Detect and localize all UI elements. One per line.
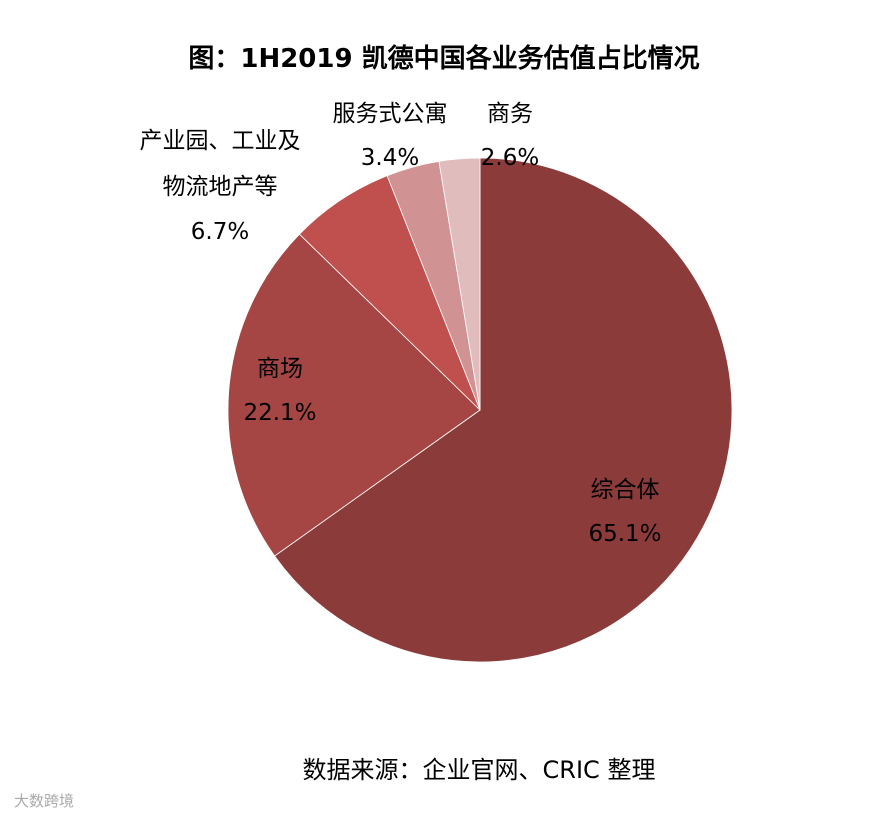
source-note: 数据来源：企业官网、CRIC 整理 [302,756,656,784]
value-label: 65.1% [588,521,662,547]
slice-label: 综合体 65.1% [565,468,685,556]
category-label: 商务 [487,101,533,127]
category-label: 产业园、工业及物流地产等 [139,128,301,200]
slice-label: 商务 2.6% [465,92,555,180]
category-label: 商场 [257,356,303,382]
slice-label: 服务式公寓 3.4% [320,92,460,180]
slice-label: 产业园、工业及物流地产等 6.7% [130,118,310,254]
watermark: 大数跨境 [14,792,75,810]
category-label: 综合体 [590,477,660,503]
chart-title: 图：1H2019 凯德中国各业务估值占比情况 [188,44,700,74]
slice-label: 商场 22.1% [220,347,340,435]
pie-slice [298,175,481,411]
pie-slice [227,233,481,557]
value-label: 2.6% [480,145,540,171]
value-label: 6.7% [190,219,250,245]
value-label: 22.1% [243,400,317,426]
value-label: 3.4% [360,145,420,171]
category-label: 服务式公寓 [332,101,448,127]
pie-slice [438,157,481,411]
pie-slice [274,157,733,663]
